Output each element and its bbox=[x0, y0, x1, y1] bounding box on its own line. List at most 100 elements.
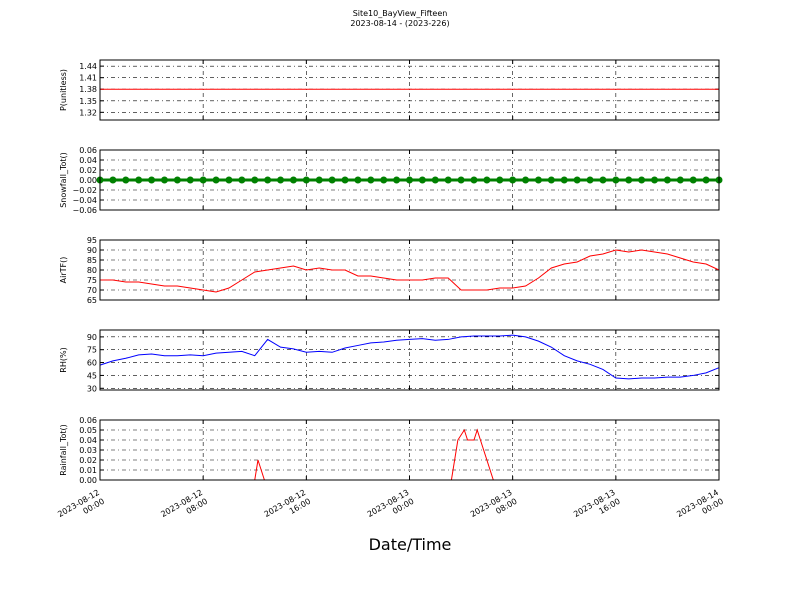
x-tick-label: 2023-08-1300:00 bbox=[366, 488, 416, 528]
x-tick-label: 2023-08-1200:00 bbox=[56, 488, 106, 528]
data-point bbox=[625, 176, 633, 184]
data-point bbox=[560, 176, 568, 184]
data-point bbox=[470, 176, 478, 184]
y-axis-label: P(unitless) bbox=[59, 69, 68, 111]
y-tick-label: 85 bbox=[87, 256, 97, 265]
data-point bbox=[251, 176, 259, 184]
plot-frame bbox=[99, 59, 720, 121]
data-point bbox=[173, 176, 181, 184]
plot-frame bbox=[99, 239, 720, 301]
x-tick-label: 2023-08-1316:00 bbox=[572, 488, 622, 528]
data-point bbox=[380, 176, 388, 184]
y-tick-label: 1.41 bbox=[79, 74, 97, 83]
chart-subtitle: 2023-08-14 - (2023-226) bbox=[350, 19, 449, 28]
data-point bbox=[277, 176, 285, 184]
y-tick-label: 0.03 bbox=[79, 446, 97, 455]
y-tick-label: 0.02 bbox=[79, 456, 97, 465]
y-tick-label: −0.06 bbox=[72, 206, 97, 215]
y-tick-label: 0.05 bbox=[79, 426, 97, 435]
data-point bbox=[199, 176, 207, 184]
y-tick-label: 0.06 bbox=[79, 416, 97, 425]
y-tick-label: 90 bbox=[87, 333, 97, 342]
data-point bbox=[328, 176, 336, 184]
y-tick-label: 45 bbox=[87, 371, 97, 380]
data-point bbox=[367, 176, 375, 184]
data-point bbox=[148, 176, 156, 184]
y-axis-label: AirTF() bbox=[59, 257, 68, 284]
data-point bbox=[160, 176, 168, 184]
y-tick-label: 0.06 bbox=[79, 146, 97, 155]
data-point bbox=[444, 176, 452, 184]
data-point bbox=[586, 176, 594, 184]
x-tick-label: 2023-08-1208:00 bbox=[159, 488, 209, 528]
data-point bbox=[238, 176, 246, 184]
data-point bbox=[638, 176, 646, 184]
data-point bbox=[393, 176, 401, 184]
y-tick-label: 0.04 bbox=[79, 436, 97, 445]
data-point bbox=[341, 176, 349, 184]
data-point bbox=[651, 176, 659, 184]
y-tick-label: 0.00 bbox=[79, 476, 97, 485]
y-tick-label: −0.04 bbox=[72, 196, 97, 205]
plot-frame bbox=[99, 149, 720, 211]
data-line bbox=[100, 428, 719, 481]
y-tick-label: 1.32 bbox=[79, 108, 97, 117]
data-point bbox=[496, 176, 504, 184]
plot-frame bbox=[99, 329, 720, 391]
y-tick-label: 65 bbox=[87, 296, 97, 305]
data-point bbox=[406, 176, 413, 184]
y-tick-label: 1.35 bbox=[79, 97, 97, 106]
data-point bbox=[418, 176, 426, 184]
plot-frame bbox=[99, 419, 720, 481]
data-point bbox=[109, 176, 117, 184]
y-tick-label: 0.04 bbox=[79, 156, 97, 165]
y-tick-label: 0.02 bbox=[79, 166, 97, 175]
data-point bbox=[663, 176, 671, 184]
data-point bbox=[289, 176, 297, 184]
data-point bbox=[225, 176, 233, 184]
data-point bbox=[522, 176, 530, 184]
data-point bbox=[186, 176, 194, 184]
data-point bbox=[212, 176, 220, 184]
y-tick-label: 70 bbox=[87, 286, 97, 295]
y-tick-label: 1.44 bbox=[79, 62, 97, 71]
data-point bbox=[264, 176, 272, 184]
data-point bbox=[431, 176, 439, 184]
y-tick-label: 0.00 bbox=[79, 176, 97, 185]
x-axis-label: Date/Time bbox=[369, 535, 452, 554]
y-tick-label: 1.38 bbox=[79, 85, 97, 94]
y-tick-label: 95 bbox=[87, 236, 97, 245]
data-point bbox=[676, 176, 684, 184]
x-tick-label: 2023-08-1400:00 bbox=[675, 488, 725, 528]
data-line bbox=[100, 249, 720, 293]
y-tick-label: 30 bbox=[87, 384, 97, 393]
data-point bbox=[689, 176, 697, 184]
y-tick-label: 60 bbox=[87, 359, 97, 368]
data-point bbox=[547, 176, 555, 184]
x-tick-label: 2023-08-1308:00 bbox=[469, 488, 519, 528]
data-point bbox=[135, 176, 143, 184]
y-tick-label: 0.01 bbox=[79, 466, 97, 475]
y-tick-label: 80 bbox=[87, 266, 97, 275]
y-axis-label: RH(%) bbox=[59, 347, 68, 372]
data-point bbox=[302, 176, 310, 184]
y-axis-label: Snowfall_Tot() bbox=[59, 152, 68, 208]
data-point bbox=[573, 176, 581, 184]
data-point bbox=[354, 176, 362, 184]
y-tick-label: 90 bbox=[87, 246, 97, 255]
data-point bbox=[702, 176, 710, 184]
x-tick-label: 2023-08-1216:00 bbox=[263, 488, 313, 528]
data-point bbox=[509, 176, 517, 184]
y-tick-label: 75 bbox=[87, 346, 97, 355]
chart-title: Site10_BayView_Fifteen bbox=[353, 9, 448, 18]
y-tick-label: −0.02 bbox=[72, 186, 97, 195]
data-point bbox=[483, 176, 491, 184]
y-tick-label: 75 bbox=[87, 276, 97, 285]
data-point bbox=[457, 176, 465, 184]
data-point bbox=[612, 176, 620, 184]
y-axis-label: Rainfall_Tot() bbox=[59, 424, 68, 476]
data-point bbox=[534, 176, 542, 184]
data-point bbox=[122, 176, 130, 184]
data-line bbox=[99, 334, 720, 380]
